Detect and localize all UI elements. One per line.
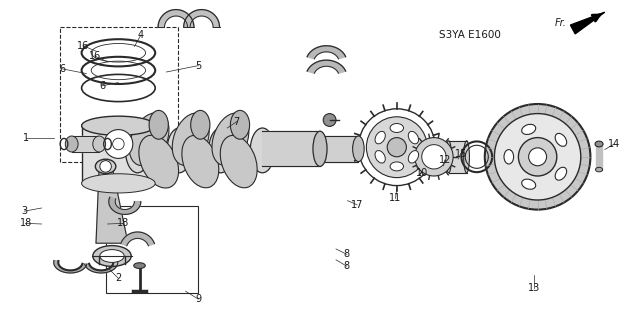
Polygon shape [184, 10, 220, 27]
Text: 9: 9 [195, 294, 202, 304]
Ellipse shape [522, 179, 536, 189]
Text: 18: 18 [117, 218, 130, 228]
Text: 1: 1 [22, 132, 29, 143]
Ellipse shape [230, 110, 250, 139]
Ellipse shape [129, 113, 169, 166]
Text: 3: 3 [21, 206, 28, 216]
Circle shape [415, 138, 453, 176]
Text: 14: 14 [608, 139, 621, 149]
Polygon shape [158, 10, 194, 27]
Ellipse shape [167, 128, 191, 173]
Bar [106, 206, 198, 293]
Text: Fr.: Fr. [554, 18, 566, 28]
Polygon shape [96, 166, 128, 243]
Text: 5: 5 [195, 60, 202, 71]
Ellipse shape [408, 151, 419, 163]
Ellipse shape [95, 159, 116, 173]
Polygon shape [84, 260, 118, 273]
Text: 8: 8 [344, 261, 350, 271]
Ellipse shape [82, 174, 156, 193]
Text: 18: 18 [19, 218, 32, 228]
Polygon shape [307, 46, 346, 59]
Text: 6: 6 [59, 64, 65, 74]
Text: 16: 16 [77, 41, 90, 51]
Text: 11: 11 [389, 193, 402, 204]
Ellipse shape [408, 132, 419, 144]
Ellipse shape [82, 116, 156, 135]
Text: 4: 4 [138, 30, 144, 40]
Circle shape [518, 138, 557, 176]
Polygon shape [54, 260, 87, 273]
Ellipse shape [93, 246, 131, 267]
Ellipse shape [375, 132, 385, 144]
Ellipse shape [149, 110, 168, 139]
Text: 13: 13 [528, 283, 541, 293]
Ellipse shape [555, 167, 566, 180]
Ellipse shape [100, 250, 124, 262]
Ellipse shape [353, 136, 364, 162]
Bar [60, 27, 178, 162]
Circle shape [495, 114, 581, 200]
Ellipse shape [555, 133, 566, 146]
Polygon shape [307, 60, 346, 73]
Text: 16: 16 [88, 51, 101, 61]
Text: 10: 10 [416, 168, 429, 178]
Text: S3YA E1600: S3YA E1600 [440, 29, 501, 40]
Polygon shape [109, 197, 141, 214]
Text: 8: 8 [344, 249, 350, 260]
Ellipse shape [596, 167, 603, 172]
Circle shape [367, 117, 428, 178]
Polygon shape [121, 232, 154, 246]
Ellipse shape [522, 124, 536, 134]
Circle shape [529, 148, 547, 166]
Ellipse shape [375, 151, 385, 163]
Ellipse shape [220, 135, 257, 188]
Bar [82, 126, 156, 183]
Text: 12: 12 [438, 155, 451, 165]
Ellipse shape [595, 141, 603, 147]
Ellipse shape [209, 128, 233, 173]
Text: 7: 7 [234, 116, 240, 127]
Text: 15: 15 [454, 148, 467, 159]
Text: 2: 2 [115, 273, 122, 284]
Text: 17: 17 [351, 200, 364, 210]
Ellipse shape [390, 124, 404, 132]
Polygon shape [570, 12, 605, 34]
Circle shape [387, 138, 406, 157]
Circle shape [113, 138, 124, 150]
Circle shape [104, 130, 133, 158]
Ellipse shape [125, 128, 150, 173]
Ellipse shape [182, 135, 219, 188]
Circle shape [323, 114, 336, 126]
Ellipse shape [139, 135, 179, 188]
Text: 6: 6 [99, 81, 106, 91]
Ellipse shape [250, 128, 275, 173]
Ellipse shape [313, 131, 327, 166]
Circle shape [100, 161, 111, 172]
Ellipse shape [191, 110, 210, 139]
Ellipse shape [504, 150, 514, 164]
Ellipse shape [446, 141, 452, 173]
Ellipse shape [463, 141, 470, 173]
Circle shape [422, 145, 446, 169]
Ellipse shape [390, 162, 404, 171]
Ellipse shape [212, 113, 249, 165]
Ellipse shape [134, 263, 145, 268]
Ellipse shape [93, 136, 106, 152]
Ellipse shape [65, 136, 78, 152]
Ellipse shape [172, 113, 209, 165]
Circle shape [485, 104, 590, 210]
